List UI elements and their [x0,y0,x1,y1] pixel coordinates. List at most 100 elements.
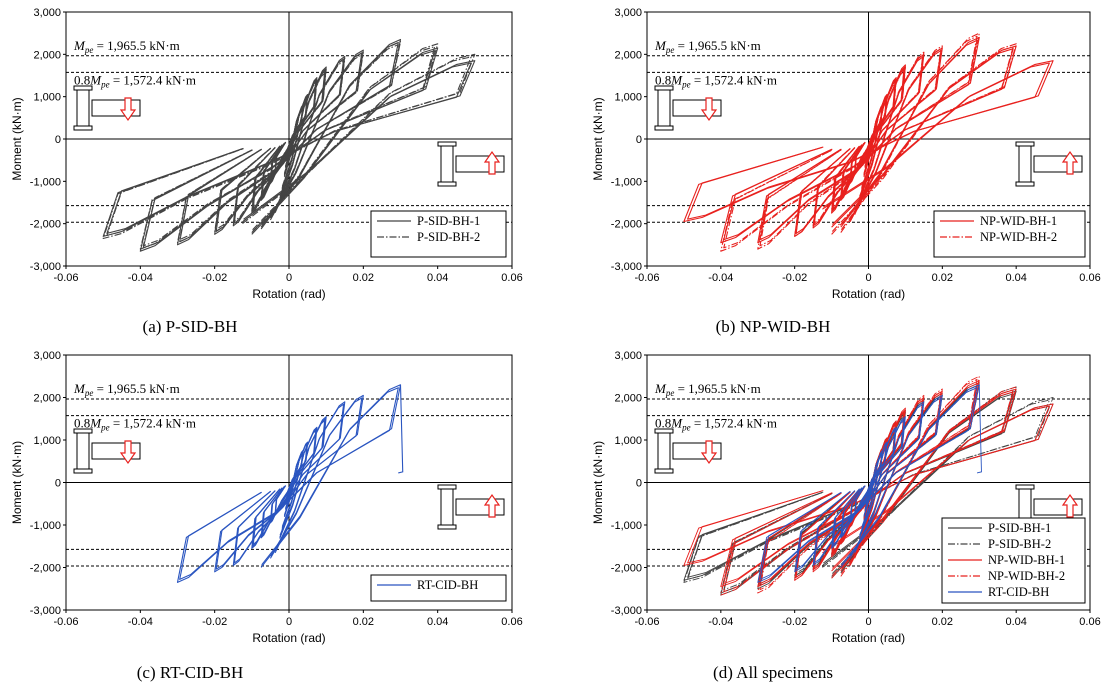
column-flange-bottom [437,181,457,187]
x-tick-label: 0 [865,616,871,628]
x-tick-label: -0.04 [708,272,733,284]
hysteresis-loop [179,44,399,241]
hysteresis-loop [794,388,943,581]
mpe-annotation: Mpe = 1,965.5 kN·m [73,381,180,398]
hysteresis-loop [142,46,436,247]
y-tick-label: -1,000 [30,176,61,188]
panel-caption: (a) P-SID-BH [143,317,238,336]
hysteresis-loop [106,56,472,237]
y-tick-label: -1,000 [30,520,61,532]
x-tick-label: 0 [286,616,292,628]
x-tick-label: 0.04 [427,616,448,628]
panel-a: -0.06 -0.04 -0.02 0 0.02 0.04 0.06 3,000 2,000 1,… [10,7,523,336]
x-tick-label: 0.06 [501,616,522,628]
curves [176,384,404,583]
column-flange-top [1015,141,1035,147]
legend-box [370,574,507,602]
y-tick-label: -1,000 [611,176,642,188]
legend-entry: NP-WID-BH-2 [988,569,1065,583]
hysteresis-loop [795,48,942,234]
hysteresis-loop [757,32,980,250]
mpe-annotation: Mpe = 1,965.5 kN·m [654,38,761,55]
hysteresis-loop [832,420,905,545]
y-tick-label: 1,000 [33,435,61,447]
legend-box [370,210,507,258]
hysteresis-loop [215,54,363,230]
hysteresis-loop [252,420,326,545]
panel-c: -0.06 -0.04 -0.02 0 0.02 0.04 0.06 3,000 2,000 1,… [10,350,523,682]
hysteresis-loop [179,387,399,580]
y-tick-label: 0 [636,478,642,490]
curves [683,32,1054,252]
column-flange-bottom [437,524,457,530]
y-tick-label: -2,000 [611,563,642,575]
load-arrow-up-icon [483,493,501,518]
legend-entry: NP-WID-BH-1 [980,214,1057,228]
x-tick-label: -0.02 [202,616,227,628]
hysteresis-loop [832,70,905,208]
x-axis-label: Rotation (rad) [832,287,905,301]
x-tick-label: -0.02 [782,272,807,284]
fracture-drop [976,384,982,474]
load-arrow-up-icon [1061,150,1079,175]
mpe-annotation: Mpe = 1,965.5 kN·m [654,381,761,398]
hysteresis-loop [720,386,1017,596]
y-tick-label: -3,000 [611,261,642,273]
x-tick-label: -0.04 [708,616,733,628]
column-flange-top [654,85,674,91]
hysteresis-loop [233,403,345,564]
hysteresis-loop [759,378,978,591]
hysteresis-loop [233,60,345,222]
load-arrow-down-icon [700,440,718,465]
hysteresis-loop [687,405,1050,564]
legend-entry: P-SID-BH-2 [417,230,480,244]
mpe08-annotation: 0.8Mpe = 1,572.4 kN·m [74,416,196,433]
x-axis-label: Rotation (rad) [832,631,905,645]
load-arrow-down-icon [119,97,137,122]
x-tick-label: -0.06 [53,272,78,284]
y-tick-label: 0 [55,134,61,146]
column-flange-top [654,428,674,434]
x-tick-label: -0.02 [202,272,227,284]
hysteresis-loop [757,375,980,594]
y-tick-label: -1,000 [611,520,642,532]
y-tick-label: 2,000 [614,49,642,61]
x-tick-label: -0.06 [634,616,659,628]
y-tick-label: -2,000 [30,563,61,575]
load-arrow-up-icon [1061,493,1079,518]
x-tick-label: 0 [286,272,292,284]
hysteresis-loop [723,46,1014,249]
hysteresis-loop [849,97,888,181]
hysteresis-loop [813,403,924,564]
mpe-annotation: Mpe = 1,965.5 kN·m [73,38,180,55]
panel-caption: (b) NP-WID-BH [716,317,831,336]
hysteresis-loop [840,424,897,541]
x-tick-label: -0.04 [128,272,153,284]
curves [683,375,1054,596]
column-flange-top [437,484,457,490]
hysteresis-loop [215,397,363,570]
legend-entry: P-SID-BH-1 [988,521,1051,535]
column-flange-top [73,428,93,434]
column-flange-bottom [1015,181,1035,187]
y-tick-label: -2,000 [30,219,61,231]
x-tick-label: 0.04 [427,272,448,284]
mpe08-annotation: 0.8Mpe = 1,572.4 kN·m [655,72,777,89]
x-axis-label: Rotation (rad) [252,631,325,645]
y-tick-label: -2,000 [611,219,642,231]
hysteresis-loop [759,35,978,247]
y-tick-label: 0 [55,478,61,490]
hysteresis-loop [759,387,978,580]
y-axis-label: Moment (kN·m) [591,441,605,524]
column-flange-bottom [654,468,674,474]
hysteresis-loop [252,72,326,208]
y-tick-label: 2,000 [33,393,61,405]
y-axis-label: Moment (kN·m) [591,97,605,180]
y-tick-label: -3,000 [30,605,61,617]
legend-entry: NP-WID-BH-2 [980,230,1057,244]
column-flange-top [73,85,93,91]
x-tick-label: 0.04 [1005,272,1026,284]
legend-entry: NP-WID-BH-1 [988,553,1065,567]
x-tick-label: -0.06 [634,272,659,284]
hysteresis-loop [687,62,1050,220]
